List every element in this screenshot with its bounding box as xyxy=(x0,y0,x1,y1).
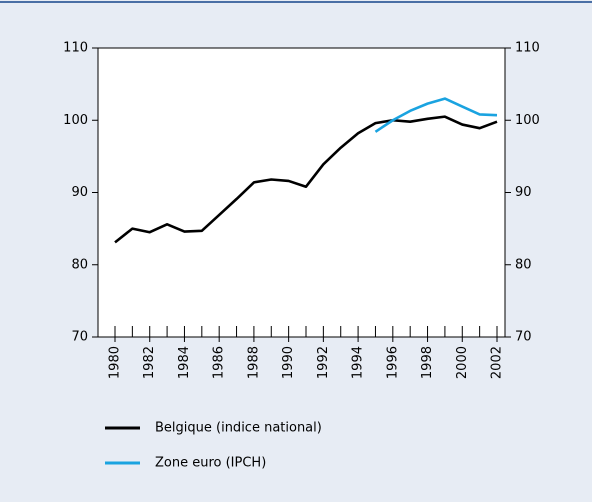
y-tick-label: 100 xyxy=(63,113,88,128)
series-line xyxy=(114,115,498,244)
y2-tick-label: 80 xyxy=(515,257,532,272)
legend-label: Zone euro (IPCH) xyxy=(155,456,266,471)
y-tick-label: 110 xyxy=(63,41,88,56)
x-tick-label: 1986 xyxy=(212,346,227,379)
x-tick-label: 1980 xyxy=(108,346,123,379)
x-tick-label: 1994 xyxy=(351,346,366,379)
y2-tick-label: 100 xyxy=(515,113,540,128)
y2-tick-label: 90 xyxy=(515,185,532,200)
x-tick-label: 1984 xyxy=(177,346,192,379)
y-tick-label: 70 xyxy=(71,330,88,345)
legend-label: Belgique (indice national) xyxy=(155,421,322,436)
x-tick-label: 1990 xyxy=(281,346,296,379)
plot-area xyxy=(97,47,506,338)
x-tick-label: 1992 xyxy=(316,346,331,379)
x-tick-label: 1998 xyxy=(420,346,435,379)
x-tick-label: 2002 xyxy=(490,346,505,379)
x-tick-label: 1988 xyxy=(246,346,261,379)
x-tick-label: 1996 xyxy=(385,346,400,379)
y2-tick-label: 70 xyxy=(515,330,532,345)
y-tick-label: 90 xyxy=(71,185,88,200)
x-tick-label: 2000 xyxy=(455,346,470,379)
y2-tick-label: 110 xyxy=(515,41,540,56)
x-tick-label: 1982 xyxy=(142,346,157,379)
y-tick-label: 80 xyxy=(71,257,88,272)
series-line xyxy=(374,97,498,133)
